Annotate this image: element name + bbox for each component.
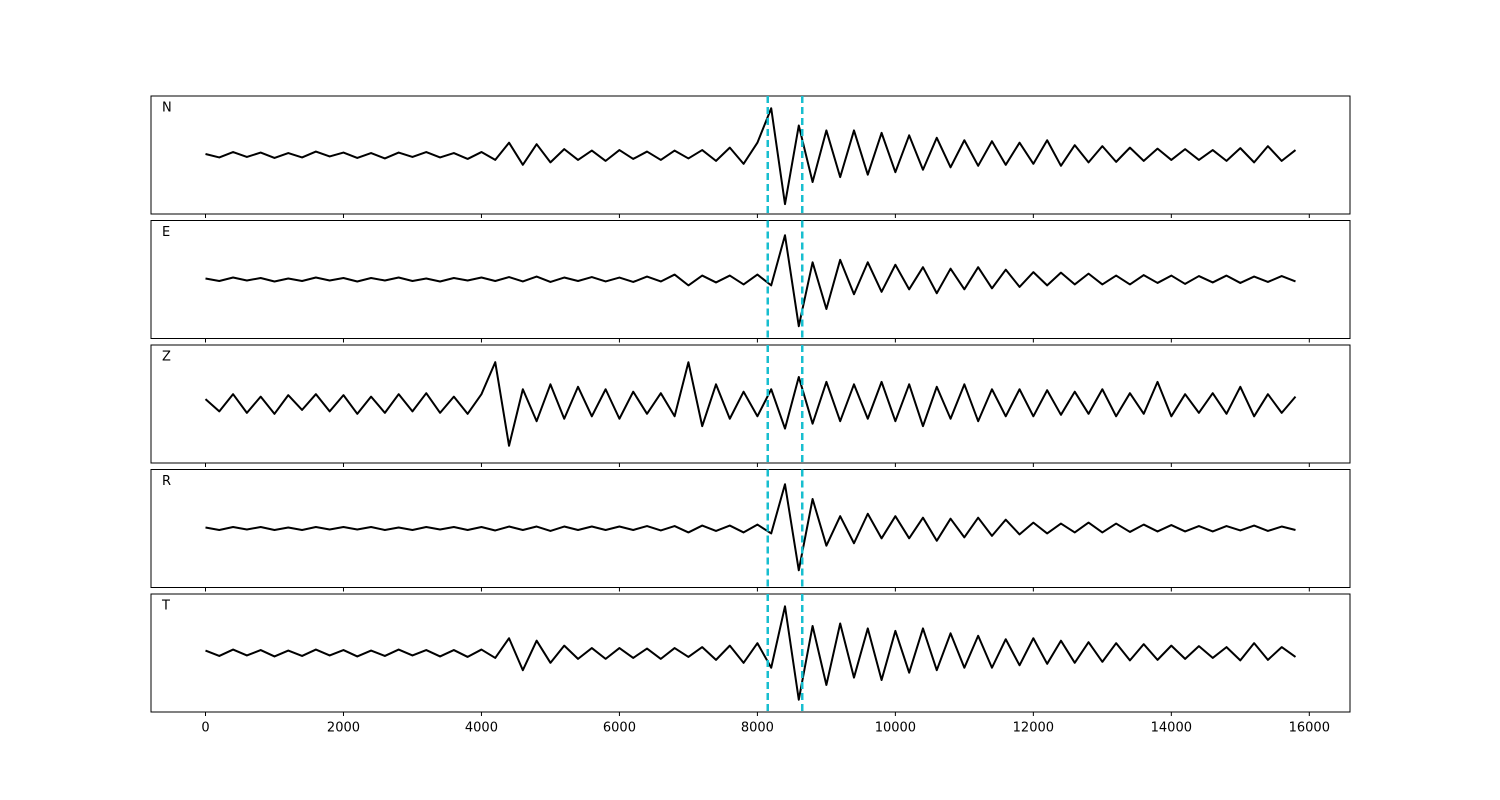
waveform: [205, 605, 1297, 701]
x-tick-label: 0: [201, 721, 209, 736]
panel-frame: [150, 593, 1351, 713]
panel-frame: [150, 469, 1351, 588]
x-tick-label: 6000: [603, 721, 636, 736]
x-tick-label: 16000: [1289, 721, 1330, 736]
x-tick-label: 12000: [1013, 721, 1054, 736]
panel-label: Z: [162, 350, 171, 365]
waveform: [205, 234, 1296, 328]
panel-frame: [150, 344, 1351, 464]
panel-label: T: [161, 599, 170, 614]
waveform: [204, 361, 1297, 447]
panel-frame: [150, 95, 1351, 215]
panel-label: E: [162, 225, 170, 240]
x-tick-label: 14000: [1151, 721, 1192, 736]
x-tick-label: 8000: [741, 721, 774, 736]
panel-label: R: [162, 474, 171, 489]
x-tick-label: 10000: [875, 721, 916, 736]
panel-frame: [150, 220, 1351, 339]
waveform: [205, 483, 1296, 572]
x-tick-label: 2000: [327, 721, 360, 736]
x-tick-label: 4000: [465, 721, 498, 736]
waveform: [205, 107, 1297, 206]
panel-label: N: [162, 101, 172, 116]
